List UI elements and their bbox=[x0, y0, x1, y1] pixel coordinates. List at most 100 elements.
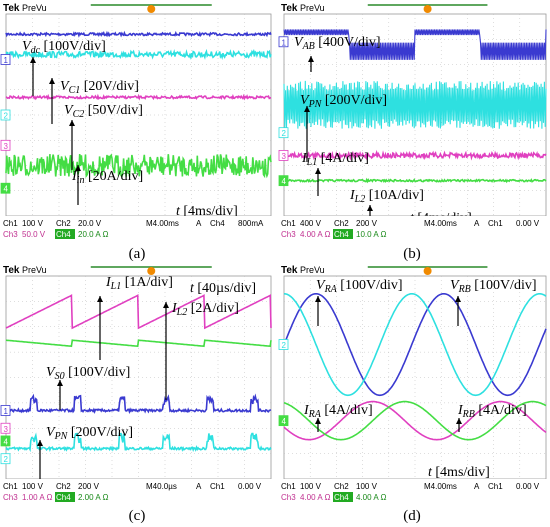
status-field: A bbox=[474, 219, 480, 228]
annotation-label: IRB [4A/div] bbox=[457, 403, 527, 420]
trace-ch3 bbox=[283, 149, 547, 161]
trace-ch1 bbox=[5, 30, 272, 38]
scope-header bbox=[0, 0, 275, 14]
trace-ch2 bbox=[284, 293, 547, 397]
channel-marker-label: 3 bbox=[282, 152, 287, 161]
status-field: Ch1 bbox=[210, 482, 225, 491]
ch4-badge bbox=[333, 229, 353, 239]
trace-ch4 bbox=[283, 177, 547, 184]
trigger-position-icon bbox=[423, 5, 432, 13]
arrow-head-icon bbox=[304, 106, 310, 112]
arrow-head-icon bbox=[37, 440, 43, 446]
arrow-head-icon bbox=[49, 78, 55, 84]
arrow-head-icon bbox=[367, 205, 373, 211]
status-field: M40.0µs bbox=[146, 482, 177, 491]
channel-marker-2 bbox=[278, 339, 289, 350]
status-field: A bbox=[474, 482, 480, 491]
channel-marker-2 bbox=[0, 453, 11, 465]
status-field: A bbox=[196, 482, 202, 491]
status-field: Ch1 bbox=[281, 219, 296, 228]
status-field: 100 V bbox=[356, 482, 378, 491]
trigger-position-icon bbox=[147, 5, 156, 13]
annotation-label: IL1 [4A/div] bbox=[301, 151, 369, 168]
arrow-head-icon bbox=[315, 168, 321, 174]
trace-ch1 bbox=[5, 393, 272, 415]
arrow-head-icon bbox=[57, 380, 63, 386]
trigger-position-icon bbox=[147, 267, 156, 275]
status-field: Ch2 bbox=[334, 482, 349, 491]
status-field: 100 V bbox=[22, 482, 44, 491]
annotation-label: VAB [400V/div] bbox=[294, 35, 381, 52]
status-field: 200 V bbox=[78, 482, 100, 491]
panel-caption: (a) bbox=[129, 246, 146, 262]
annotation-label: IL1 [1A/div] bbox=[105, 275, 173, 292]
trace-ch1 bbox=[283, 293, 547, 397]
status-field: M4.00ms bbox=[146, 219, 179, 228]
trace-ch2 bbox=[5, 432, 272, 453]
scope-panel-b: Tek PreVu 1 2 3 4 VAB [400V/div] VPN [200V/div]… bbox=[278, 0, 550, 262]
annotation-label: Iin [20A/div] bbox=[71, 169, 143, 186]
channel-marker-label: 2 bbox=[282, 341, 287, 350]
scope-mode: PreVu bbox=[300, 265, 325, 275]
annotation-label: IRA [4A/div] bbox=[303, 403, 373, 420]
trace-ch2 bbox=[283, 80, 547, 129]
annotation-label: t [4ms/div] bbox=[428, 465, 490, 480]
channel-marker-1 bbox=[0, 405, 11, 416]
scope-mode: PreVu bbox=[22, 3, 47, 13]
status-field: 4.00 A Ω bbox=[300, 230, 330, 239]
annotation-label: IL2 [2A/div] bbox=[171, 301, 239, 318]
trace-ch4 bbox=[5, 153, 272, 179]
trace-ch3 bbox=[283, 400, 547, 441]
arrow-head-icon bbox=[308, 56, 314, 62]
annotation-label: VS0 [100V/div] bbox=[46, 365, 130, 382]
trigger-position-icon bbox=[423, 267, 432, 275]
channel-marker-label: 2 bbox=[282, 129, 287, 138]
scope-brand: Tek bbox=[281, 265, 298, 276]
scope-mode: PreVu bbox=[300, 3, 325, 13]
status-field: 4.00 A Ω bbox=[300, 493, 330, 502]
status-field: Ch4 bbox=[56, 493, 71, 502]
scope-header bbox=[278, 0, 550, 14]
channel-marker-3 bbox=[278, 149, 289, 161]
channel-marker-label: 1 bbox=[4, 407, 9, 416]
annotation-label: VC1 [20V/div] bbox=[60, 79, 139, 96]
status-field: 50.0 V bbox=[22, 230, 46, 239]
scope-brand: Tek bbox=[281, 3, 298, 14]
graticule bbox=[284, 14, 546, 216]
ch4-badge bbox=[55, 229, 75, 239]
scope-panel-d: Tek PreVu 2 4 VRA [100V/div] VRB [100V/div] IR… bbox=[278, 262, 550, 524]
annotation-label: VPN [200V/div] bbox=[300, 93, 387, 110]
annotation-label: VRB [100V/div] bbox=[450, 278, 537, 295]
channel-marker-4 bbox=[278, 175, 289, 187]
status-field: Ch4 bbox=[210, 219, 225, 228]
channel-marker-1 bbox=[0, 54, 11, 65]
trace-ch2 bbox=[5, 48, 272, 61]
channel-marker-3 bbox=[0, 139, 11, 151]
arrow-head-icon bbox=[315, 418, 321, 424]
arrow-head-icon bbox=[75, 165, 81, 171]
scope-panel-c: Tek PreVu 1 3 4 2 IL1 [1A/div] t [40µs/div] IL2 … bbox=[0, 262, 275, 524]
channel-marker-label: 2 bbox=[4, 455, 9, 464]
scope-brand: Tek bbox=[3, 265, 20, 276]
channel-marker-label: 1 bbox=[4, 56, 9, 65]
channel-marker-label: 1 bbox=[282, 38, 287, 47]
status-field: 400 V bbox=[300, 219, 322, 228]
status-bar bbox=[278, 479, 550, 505]
scope-panel-a: Tek PreVu 1 2 3 4 Vdc [100V/div] VC1 [20V/div] V… bbox=[0, 0, 275, 262]
arrow-head-icon bbox=[456, 418, 462, 424]
panel-caption: (c) bbox=[129, 508, 146, 524]
status-field: Ch4 bbox=[56, 230, 71, 239]
trace-ch4 bbox=[283, 400, 547, 441]
channel-marker-1 bbox=[278, 36, 289, 48]
trace-ch1 bbox=[283, 29, 547, 60]
status-field: 4.00 A Ω bbox=[356, 493, 386, 502]
status-field: Ch4 bbox=[334, 230, 349, 239]
status-field: Ch2 bbox=[334, 219, 349, 228]
channel-marker-label: 4 bbox=[282, 417, 287, 426]
panel-caption: (d) bbox=[403, 508, 421, 524]
scope-brand: Tek bbox=[3, 3, 20, 14]
annotation-label: Vdc [100V/div] bbox=[22, 39, 106, 56]
arrow-head-icon bbox=[30, 57, 36, 63]
channel-marker-4 bbox=[0, 435, 11, 447]
